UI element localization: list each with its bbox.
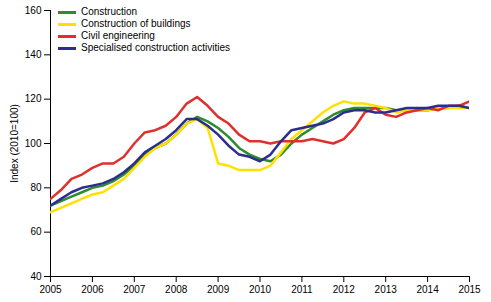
html-text:Construction of buildings: Construction of buildings	[81, 18, 191, 29]
svg-text:120: 120	[25, 93, 42, 104]
svg-text:2015: 2015	[458, 284, 481, 295]
html-text:Specialised construction activ: Specialised construction activities	[81, 42, 230, 53]
svg-text:2012: 2012	[333, 284, 356, 295]
svg-text:40: 40	[30, 271, 42, 282]
svg-text:Index (2010=100): Index (2010=100)	[9, 104, 20, 183]
html-text:Civil engineering: Civil engineering	[81, 30, 155, 41]
html-text:Construction: Construction	[81, 6, 138, 17]
svg-text:2008: 2008	[165, 284, 188, 295]
svg-text:2009: 2009	[207, 284, 230, 295]
svg-text:2005: 2005	[39, 284, 62, 295]
svg-text:80: 80	[30, 182, 42, 193]
svg-text:160: 160	[25, 5, 42, 16]
svg-text:2006: 2006	[81, 284, 104, 295]
svg-text:2010: 2010	[249, 284, 272, 295]
svg-text:100: 100	[25, 138, 42, 149]
svg-text:140: 140	[25, 49, 42, 60]
svg-text:2007: 2007	[123, 284, 146, 295]
svg-text:60: 60	[30, 226, 42, 237]
svg-text:2011: 2011	[291, 284, 313, 295]
svg-text:2014: 2014	[416, 284, 439, 295]
svg-text:2013: 2013	[375, 284, 398, 295]
